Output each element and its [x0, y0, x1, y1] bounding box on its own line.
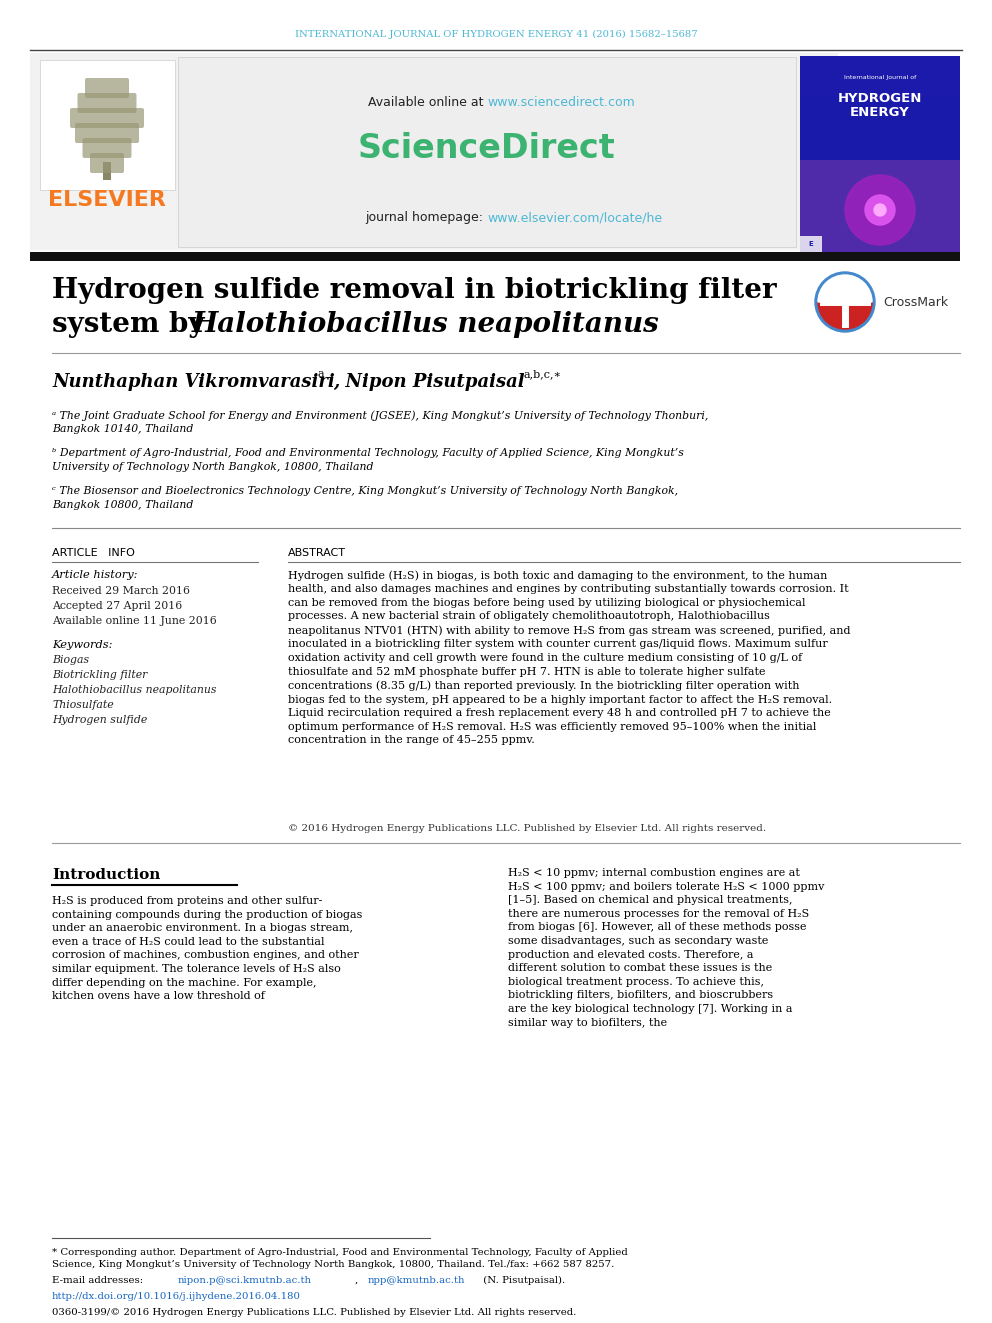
Text: E-mail addresses:: E-mail addresses: [52, 1275, 147, 1285]
Bar [800, 75, 960, 86]
FancyBboxPatch shape [90, 153, 124, 173]
FancyBboxPatch shape [75, 123, 139, 143]
Text: Halothiobacillus neapolitanus: Halothiobacillus neapolitanus [52, 685, 216, 695]
Bar [800, 196, 960, 206]
FancyBboxPatch shape [70, 108, 144, 128]
Circle shape [845, 175, 915, 245]
Bar [800, 216, 960, 226]
Bar [800, 126, 960, 136]
Text: Available online at: Available online at [367, 97, 487, 110]
Text: www.sciencedirect.com: www.sciencedirect.com [487, 97, 635, 110]
Wedge shape [818, 302, 872, 329]
Text: Biotrickling filter: Biotrickling filter [52, 669, 148, 680]
Text: a: a [318, 369, 324, 378]
Text: H₂S < 10 ppmv; internal combustion engines are at
H₂S < 100 ppmv; and boilers to: H₂S < 10 ppmv; internal combustion engin… [508, 868, 824, 1028]
Bar [800, 86, 960, 97]
Bar [800, 106, 960, 116]
Text: HYDROGEN
ENERGY: HYDROGEN ENERGY [838, 91, 923, 119]
Text: © 2016 Hydrogen Energy Publications LLC. Published by Elsevier Ltd. All rights r: © 2016 Hydrogen Energy Publications LLC.… [288, 824, 766, 833]
Bar [30, 53, 838, 250]
Text: Bangkok 10140, Thailand: Bangkok 10140, Thailand [52, 423, 193, 434]
Bar [800, 136, 960, 146]
Bar [800, 156, 960, 165]
Text: Available online 11 June 2016: Available online 11 June 2016 [52, 617, 216, 626]
Bar [800, 235, 960, 246]
Bar [800, 56, 960, 251]
Bar [800, 226, 960, 235]
FancyBboxPatch shape [77, 93, 137, 112]
Bar [800, 56, 960, 66]
Bar [800, 246, 960, 255]
FancyBboxPatch shape [85, 78, 129, 98]
Circle shape [865, 194, 895, 225]
Text: Thiosulfate: Thiosulfate [52, 700, 114, 710]
Bar [178, 57, 796, 247]
Text: Introduction: Introduction [52, 868, 161, 882]
Text: ᵇ Department of Agro-Industrial, Food and Environmental Technology, Faculty of A: ᵇ Department of Agro-Industrial, Food an… [52, 448, 683, 458]
Circle shape [874, 204, 886, 216]
Text: nipon.p@sci.kmutnb.ac.th: nipon.p@sci.kmutnb.ac.th [178, 1275, 312, 1285]
Text: Received 29 March 2016: Received 29 March 2016 [52, 586, 190, 595]
FancyBboxPatch shape [82, 138, 132, 157]
Text: Article history:: Article history: [52, 570, 139, 579]
Text: INTERNATIONAL JOURNAL OF HYDROGEN ENERGY 41 (2016) 15682–15687: INTERNATIONAL JOURNAL OF HYDROGEN ENERGY… [295, 29, 697, 38]
Bar [103, 161, 111, 180]
Text: www.elsevier.com/locate/he: www.elsevier.com/locate/he [487, 212, 662, 225]
Text: (N. Pisutpaisal).: (N. Pisutpaisal). [480, 1275, 565, 1285]
Bar [800, 176, 960, 187]
Bar [800, 66, 960, 75]
Text: Hydrogen sulfide (H₂S) in biogas, is both toxic and damaging to the environment,: Hydrogen sulfide (H₂S) in biogas, is bot… [288, 570, 850, 745]
Text: Keywords:: Keywords: [52, 640, 112, 650]
Text: Halothiobacillus neapolitanus: Halothiobacillus neapolitanus [192, 311, 660, 339]
Text: ELSEVIER: ELSEVIER [48, 191, 166, 210]
Text: journal homepage:: journal homepage: [365, 212, 487, 225]
Bar [800, 97, 960, 106]
Text: E: E [808, 241, 813, 247]
Text: H₂S is produced from proteins and other sulfur-
containing compounds during the : H₂S is produced from proteins and other … [52, 896, 362, 1002]
Text: system by: system by [52, 311, 214, 339]
Bar [800, 146, 960, 156]
Text: , Nipon Pisutpaisal: , Nipon Pisutpaisal [333, 373, 525, 392]
Text: Hydrogen sulfide: Hydrogen sulfide [52, 714, 147, 725]
Text: ,: , [355, 1275, 361, 1285]
Text: Hydrogen sulfide removal in biotrickling filter: Hydrogen sulfide removal in biotrickling… [52, 277, 777, 303]
Text: CrossMark: CrossMark [883, 295, 948, 308]
Text: Nunthaphan Vikromvarasiri: Nunthaphan Vikromvarasiri [52, 373, 334, 392]
Bar [800, 160, 960, 251]
Text: ScienceDirect: ScienceDirect [358, 131, 616, 164]
Bar [40, 60, 175, 191]
Text: 0360-3199/© 2016 Hydrogen Energy Publications LLC. Published by Elsevier Ltd. Al: 0360-3199/© 2016 Hydrogen Energy Publica… [52, 1308, 576, 1316]
Text: University of Technology North Bangkok, 10800, Thailand: University of Technology North Bangkok, … [52, 462, 374, 472]
Bar [800, 235, 822, 251]
Text: Bangkok 10800, Thailand: Bangkok 10800, Thailand [52, 500, 193, 509]
Bar [800, 187, 960, 196]
Wedge shape [818, 275, 872, 302]
Text: ARTICLE   INFO: ARTICLE INFO [52, 548, 135, 558]
Bar [800, 116, 960, 126]
Bar [800, 165, 960, 176]
Text: ᶜ The Biosensor and Bioelectronics Technology Centre, King Mongkut’s University : ᶜ The Biosensor and Bioelectronics Techn… [52, 486, 679, 496]
Text: npp@kmutnb.ac.th: npp@kmutnb.ac.th [368, 1275, 465, 1285]
Bar [30, 251, 960, 261]
Text: * Corresponding author. Department of Agro-Industrial, Food and Environmental Te: * Corresponding author. Department of Ag… [52, 1248, 628, 1269]
Text: ᵃ The Joint Graduate School for Energy and Environment (JGSEE), King Mongkut’s U: ᵃ The Joint Graduate School for Energy a… [52, 410, 708, 421]
Text: International Journal of: International Journal of [844, 75, 917, 81]
Bar [800, 206, 960, 216]
Text: Biogas: Biogas [52, 655, 89, 665]
Circle shape [815, 273, 875, 332]
Text: a,b,c,∗: a,b,c,∗ [523, 369, 561, 378]
Text: Accepted 27 April 2016: Accepted 27 April 2016 [52, 601, 183, 611]
Text: ABSTRACT: ABSTRACT [288, 548, 346, 558]
Text: http://dx.doi.org/10.1016/j.ijhydene.2016.04.180: http://dx.doi.org/10.1016/j.ijhydene.201… [52, 1293, 301, 1301]
